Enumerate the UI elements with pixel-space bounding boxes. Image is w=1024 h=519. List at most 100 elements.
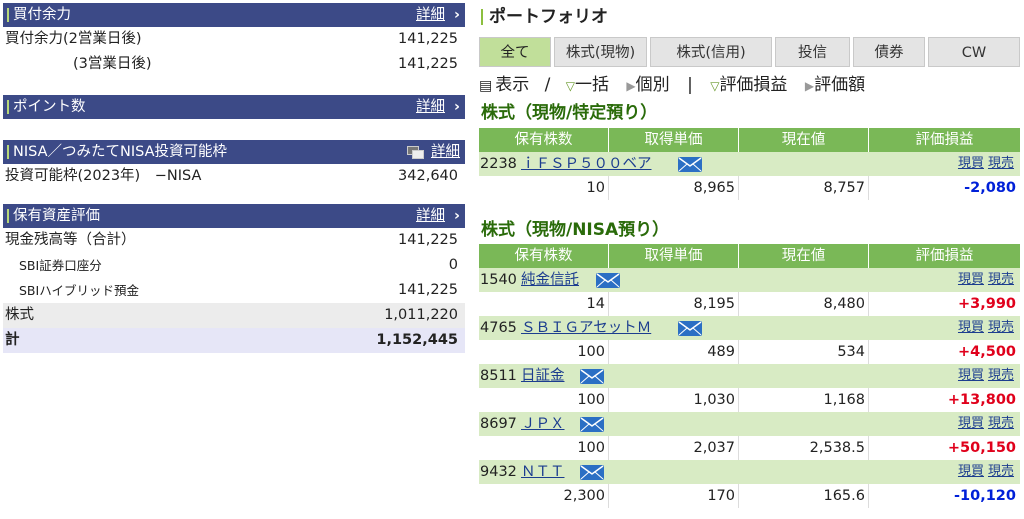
left-panel: 買付余力 詳細 › 買付余力(2営業日後) 141,225 (3営業日後) 14… <box>3 3 465 353</box>
table-header: 保有株数 取得単価 現在値 評価損益 <box>479 128 1020 152</box>
pl-value: +50,150 <box>947 440 1016 456</box>
row-label: SBIハイブリッド預金 <box>19 283 139 298</box>
stock-code: 8697 <box>480 416 517 432</box>
window-icon[interactable] <box>407 146 425 159</box>
assets-row: SBIハイブリッド預金 141,225 <box>3 278 465 303</box>
price-value: 2,538.5 <box>739 436 869 460</box>
holding-value-row: 100 2,037 2,538.5 +50,150 <box>479 436 1020 460</box>
stock-code: 1540 <box>480 272 517 288</box>
qty-value: 100 <box>479 436 609 460</box>
buy-link[interactable]: 現買 <box>957 156 984 171</box>
buying-power-row: 買付余力(2営業日後) 141,225 <box>3 27 465 52</box>
buying-power-detail-link[interactable]: 詳細 <box>416 7 445 23</box>
assets-detail-link[interactable]: 詳細 <box>416 208 445 224</box>
mail-icon[interactable] <box>678 321 702 336</box>
pl-value: -10,120 <box>954 488 1016 504</box>
row-label: (3営業日後) <box>73 56 152 72</box>
cost-value: 489 <box>609 340 739 364</box>
trade-links: 現買 現売 <box>954 364 1014 388</box>
header-accent-bar <box>7 8 9 22</box>
stock-name-link[interactable]: 純金信託 <box>521 272 579 288</box>
holding-value-row: 10 8,965 8,757 -2,080 <box>479 176 1020 200</box>
qty-value: 100 <box>479 340 609 364</box>
sell-link[interactable]: 現売 <box>987 320 1014 335</box>
header-accent-bar <box>7 100 9 114</box>
stock-code: 4765 <box>480 320 517 336</box>
chevron-right-icon[interactable]: › <box>454 99 460 115</box>
col-pl: 評価損益 <box>915 248 974 264</box>
chevron-right-icon[interactable]: › <box>454 7 460 23</box>
holding-name-row: 1540 純金信託 現買 現売 <box>479 268 1020 292</box>
mail-icon[interactable] <box>580 465 604 480</box>
trade-links: 現買 現売 <box>954 152 1014 176</box>
tab-stock-cash[interactable]: 株式(現物) <box>554 37 647 67</box>
col-qty: 保有株数 <box>479 128 609 152</box>
buy-link[interactable]: 現買 <box>957 272 984 287</box>
row-label: 株式 <box>5 307 34 323</box>
row-value: 141,225 <box>398 282 458 298</box>
view-amount-link[interactable]: 評価額 <box>814 75 866 95</box>
stock-name-link[interactable]: ＪＰＸ <box>521 416 565 432</box>
nisa-title: NISA／つみたてNISA投資可能枠 <box>13 144 228 160</box>
view-toolbar: ▤ 表示 / ▽一括 ▶個別 | ▽評価損益 ▶評価額 <box>479 73 865 97</box>
assets-row: 株式 1,011,220 <box>3 303 465 328</box>
cost-value: 170 <box>609 484 739 508</box>
pl-value: +13,800 <box>947 392 1016 408</box>
qty-value: 10 <box>479 176 609 200</box>
tab-all[interactable]: 全て <box>479 37 551 67</box>
mail-icon[interactable] <box>678 157 702 172</box>
view-bulk-link[interactable]: 一括 <box>575 75 610 95</box>
holding-name-row: 8511 日証金 現買 現売 <box>479 364 1020 388</box>
sell-link[interactable]: 現売 <box>987 464 1014 479</box>
row-value: 141,225 <box>398 232 458 248</box>
sell-link[interactable]: 現売 <box>987 156 1014 171</box>
row-label: 買付余力(2営業日後) <box>5 31 142 47</box>
sell-link[interactable]: 現売 <box>987 368 1014 383</box>
assets-title: 保有資産評価 <box>13 208 100 224</box>
stock-name-link[interactable]: ＳＢＩＧアセットＭ <box>521 320 652 336</box>
points-header: ポイント数 詳細 › <box>3 95 465 119</box>
points-detail-link[interactable]: 詳細 <box>416 99 445 115</box>
holding-value-row: 2,300 170 165.6 -10,120 <box>479 484 1020 508</box>
col-price: 現在値 <box>739 128 869 152</box>
view-individual-link[interactable]: 個別 <box>635 75 670 95</box>
tab-stock-margin[interactable]: 株式(信用) <box>650 37 772 67</box>
separator: | <box>687 75 693 95</box>
buying-power-row: (3営業日後) 141,225 <box>3 52 465 77</box>
sell-link[interactable]: 現売 <box>987 416 1014 431</box>
portfolio-tabs: 全て 株式(現物) 株式(信用) 投信 債券 CW <box>479 37 1020 67</box>
stock-name-link[interactable]: 日証金 <box>521 368 565 384</box>
holding-value-row: 14 8,195 8,480 +3,990 <box>479 292 1020 316</box>
qty-value: 2,300 <box>479 484 609 508</box>
assets-header: 保有資産評価 詳細 › <box>3 204 465 228</box>
buy-link[interactable]: 現買 <box>957 320 984 335</box>
row-label: 投資可能枠(2023年) −NISA <box>5 168 202 184</box>
buy-link[interactable]: 現買 <box>957 464 984 479</box>
nisa-row: 投資可能枠(2023年) −NISA 342,640 <box>3 164 465 189</box>
section-title: 株式（現物/特定預り） <box>481 103 658 123</box>
buy-link[interactable]: 現買 <box>957 416 984 431</box>
mail-icon[interactable] <box>580 417 604 432</box>
row-value: 1,011,220 <box>384 307 458 323</box>
row-label: SBI証券口座分 <box>19 258 102 273</box>
mail-icon[interactable] <box>596 273 620 288</box>
buy-link[interactable]: 現買 <box>957 368 984 383</box>
tab-cw[interactable]: CW <box>928 37 1020 67</box>
col-cost: 取得単価 <box>609 244 739 268</box>
mail-icon[interactable] <box>580 369 604 384</box>
stock-code: 2238 <box>480 156 517 172</box>
row-value: 1,152,445 <box>376 332 458 348</box>
stock-name-link[interactable]: ＮＴＴ <box>521 464 565 480</box>
row-value: 342,640 <box>398 168 458 184</box>
stock-name-link[interactable]: ｉＦＳＰ５００ベア <box>521 156 652 172</box>
assets-total-row: 計 1,152,445 <box>3 328 465 353</box>
tab-funds[interactable]: 投信 <box>775 37 850 67</box>
view-pl-link[interactable]: 評価損益 <box>719 75 788 95</box>
cost-value: 1,030 <box>609 388 739 412</box>
tab-bonds[interactable]: 債券 <box>853 37 925 67</box>
triangle-down-icon: ▽ <box>710 79 720 93</box>
chevron-right-icon[interactable]: › <box>454 208 460 224</box>
row-value: 141,225 <box>398 56 458 72</box>
nisa-detail-link[interactable]: 詳細 <box>431 144 460 160</box>
sell-link[interactable]: 現売 <box>987 272 1014 287</box>
